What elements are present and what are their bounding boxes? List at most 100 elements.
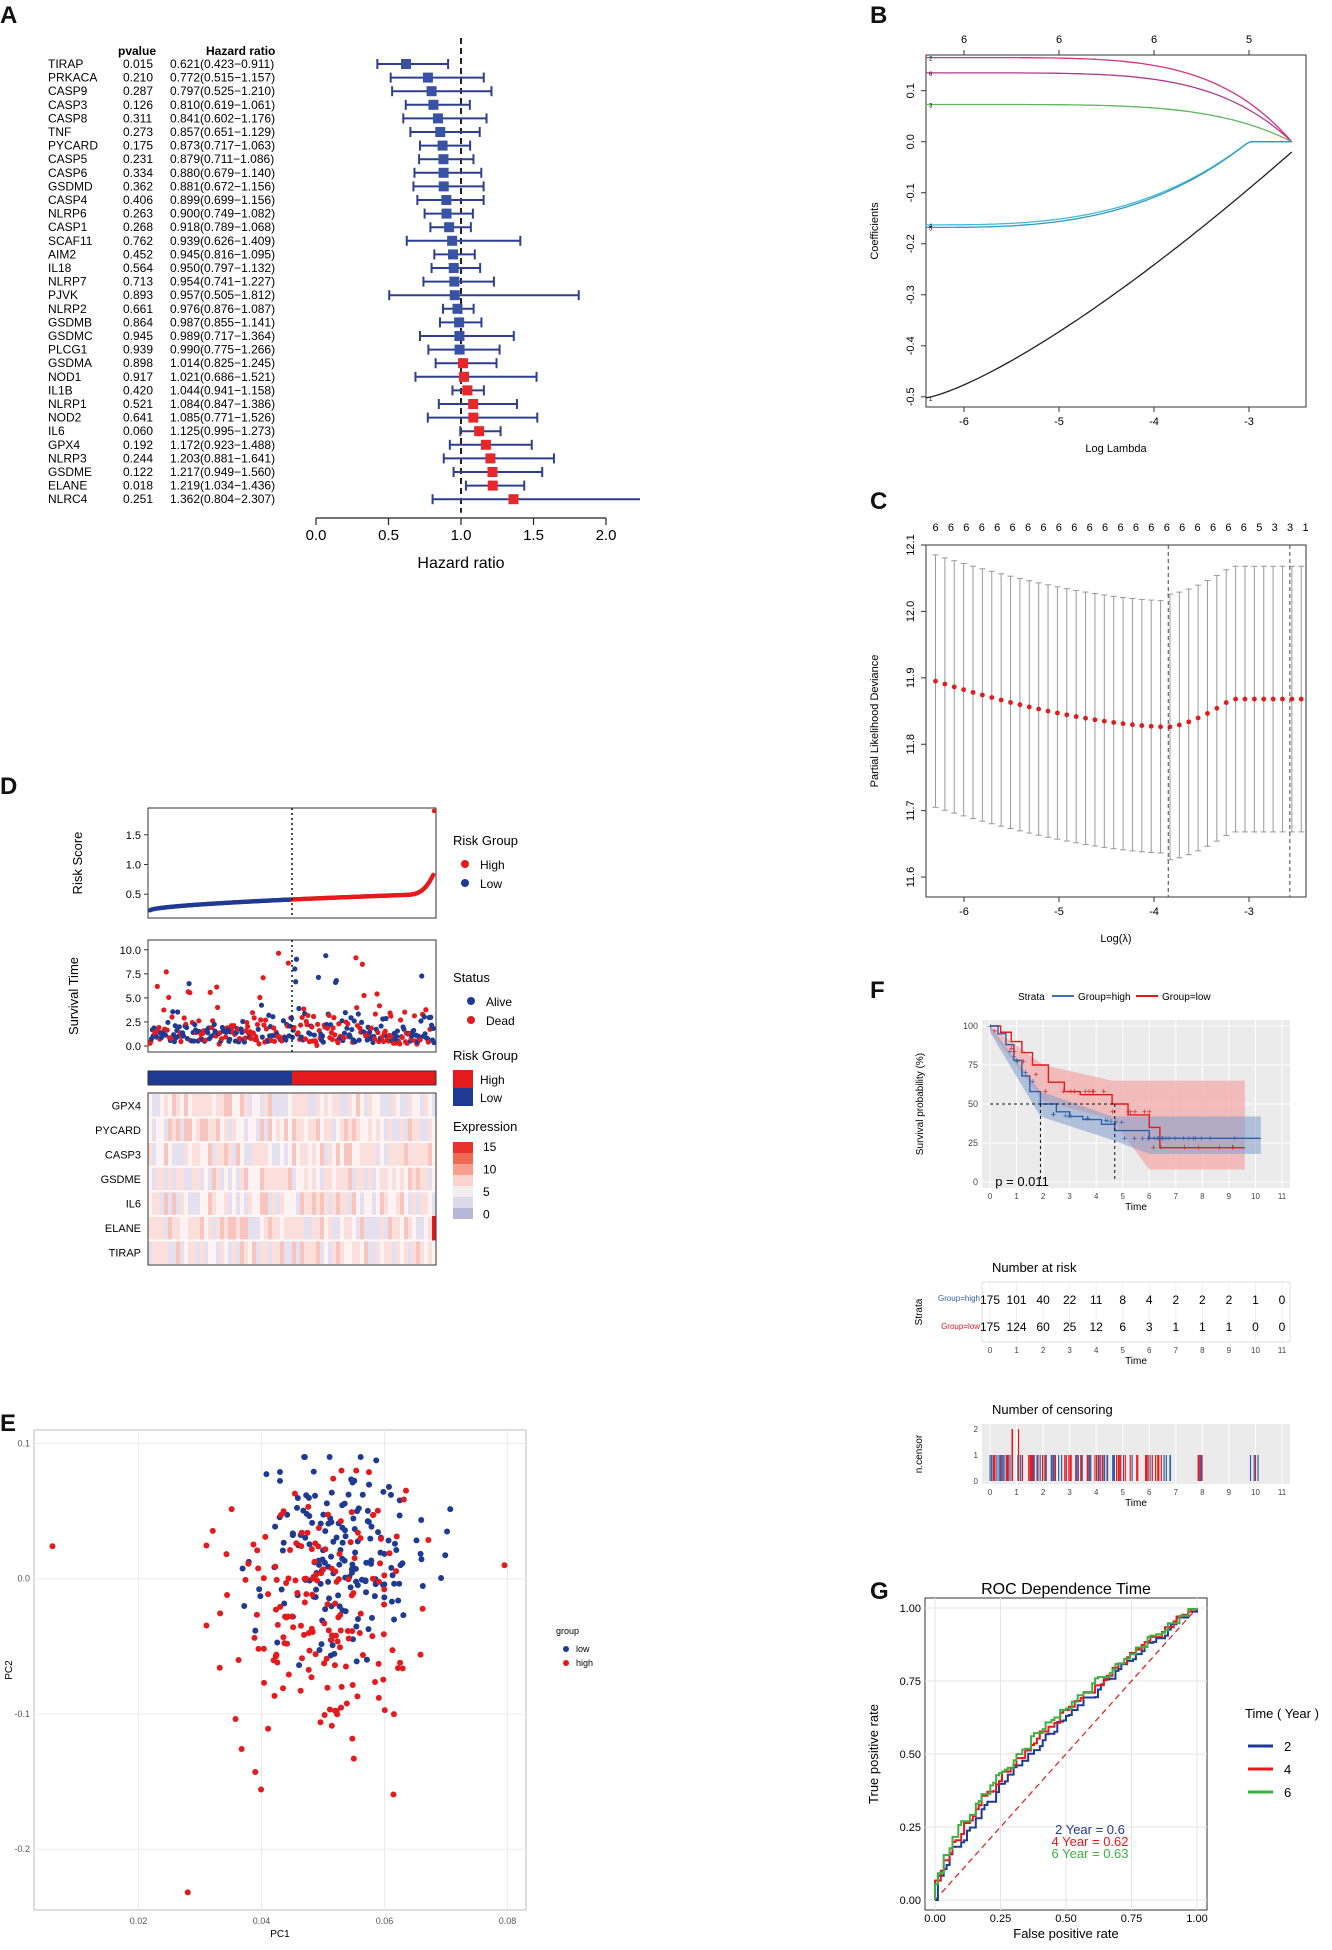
censor-mark: + xyxy=(1043,1087,1048,1097)
censor-mark: + xyxy=(1182,1143,1187,1153)
heatmap-cell xyxy=(376,1216,380,1240)
point-high xyxy=(304,1529,311,1536)
km-curve-low xyxy=(990,1025,1245,1149)
heatmap-cell xyxy=(268,1167,272,1191)
x-axis-title: Time xyxy=(1125,1356,1147,1367)
heatmap-cell xyxy=(424,1167,428,1191)
risk-count-low: 60 xyxy=(1036,1320,1050,1334)
heatmap-cell xyxy=(172,1143,176,1166)
point-high xyxy=(270,1657,277,1664)
censor-mark: + xyxy=(1155,1133,1160,1143)
heatmap-cell xyxy=(388,1192,392,1215)
roc-title: ROC Dependence Time xyxy=(981,1581,1151,1598)
heatmap-cell xyxy=(412,1118,416,1142)
y-tick-label: 1.5 xyxy=(126,830,141,842)
heatmap-cell xyxy=(420,1094,424,1117)
survival-point xyxy=(202,1037,208,1043)
survival-point xyxy=(175,1009,181,1015)
heatmap-cell xyxy=(280,1094,284,1117)
censor-mark: + xyxy=(1151,1143,1156,1153)
heatmap-cell xyxy=(376,1167,380,1191)
heatmap-cell xyxy=(272,1192,276,1215)
point-low xyxy=(438,1575,445,1582)
heatmap-cell xyxy=(212,1216,216,1240)
heatmap-cell xyxy=(148,1094,152,1117)
survival-point xyxy=(289,1034,296,1040)
point-low xyxy=(330,1538,337,1545)
heatmap-cell xyxy=(152,1216,156,1240)
heatmap-cell xyxy=(372,1094,376,1117)
point-high xyxy=(273,1576,280,1583)
heatmap-cell xyxy=(212,1094,216,1117)
point-low xyxy=(368,1523,375,1530)
x-tick-label: 7 xyxy=(1174,1192,1179,1201)
y-tick-label: 0.25 xyxy=(900,1822,921,1834)
survival-point xyxy=(275,950,282,956)
point-low xyxy=(351,1477,358,1484)
pvalue-label: 0.192 xyxy=(123,438,153,452)
heatmap-cell xyxy=(388,1216,392,1240)
heatmap-cell xyxy=(300,1192,304,1215)
top-tick-label: 6 xyxy=(1102,522,1108,534)
heatmap-cell xyxy=(376,1118,380,1142)
heatmap-cell xyxy=(300,1216,304,1240)
heatmap-cell xyxy=(264,1192,268,1215)
point-low xyxy=(241,1603,248,1610)
hr-text-label: 1.217(0.949−1.560) xyxy=(170,465,275,479)
cv-point xyxy=(1270,696,1276,702)
x-tick-label: 9 xyxy=(1227,1192,1232,1201)
heatmap-cell xyxy=(244,1094,248,1117)
heatmap-cell xyxy=(288,1167,292,1191)
heatmap-cell xyxy=(408,1192,412,1215)
heatmap-cell xyxy=(228,1241,232,1264)
heatmap-cell xyxy=(348,1241,352,1264)
survival-point xyxy=(293,979,299,985)
point-high xyxy=(349,1735,356,1742)
heatmap-cell xyxy=(392,1192,396,1215)
heatmap-cell xyxy=(164,1118,168,1142)
top-tick-label: 6 xyxy=(1010,522,1016,534)
heatmap-cell xyxy=(280,1118,284,1142)
gene-label: CASP1 xyxy=(48,220,88,234)
point-high xyxy=(400,1496,407,1503)
point-low xyxy=(349,1561,356,1568)
point-high xyxy=(343,1700,350,1707)
risk-count-high: 8 xyxy=(1119,1293,1126,1307)
top-tick-label: 6 xyxy=(963,522,969,534)
cv-point xyxy=(989,695,995,700)
heatmap-cell xyxy=(292,1216,296,1240)
heatmap-cell xyxy=(400,1192,404,1215)
point-low xyxy=(380,1488,387,1495)
heatmap-cell xyxy=(352,1167,356,1191)
survival-point xyxy=(345,1021,351,1027)
hr-text-label: 1.014(0.825−1.245) xyxy=(170,356,275,370)
kaplan-meier-plot: Strata Group=high Group=low++++++++++++ +++… xyxy=(914,992,1291,1509)
survival-point xyxy=(307,1031,313,1037)
heatmap-cell xyxy=(372,1143,376,1166)
heatmap-cell xyxy=(312,1143,316,1166)
x-tick-label: 1 xyxy=(1014,1346,1019,1355)
heatmap-cell xyxy=(240,1143,244,1166)
heatmap-cell xyxy=(380,1192,384,1215)
x-tick-label: 0.25 xyxy=(990,1913,1011,1925)
censor-mark: + xyxy=(1122,1133,1127,1143)
y-tick-label: 10.0 xyxy=(120,945,141,957)
group-bar-high xyxy=(292,1071,436,1085)
heatmap-cell xyxy=(420,1192,424,1215)
heatmap-cell xyxy=(428,1094,432,1117)
heatmap-cell xyxy=(400,1094,404,1117)
heatmap-cell xyxy=(288,1241,292,1264)
heatmap-cell xyxy=(368,1118,372,1142)
point-high xyxy=(342,1663,349,1670)
heatmap-cell xyxy=(420,1167,424,1191)
heatmap-cell xyxy=(372,1192,376,1215)
heatmap-cell xyxy=(176,1167,180,1191)
point-high xyxy=(297,1687,304,1694)
x-axis-title: Hazard ratio xyxy=(417,555,504,572)
point-low xyxy=(381,1550,388,1557)
point-high xyxy=(403,1487,410,1494)
hr-text-label: 0.954(0.741−1.227) xyxy=(170,275,275,289)
heatmap-cell xyxy=(328,1143,332,1166)
heatmap-cell xyxy=(408,1118,412,1142)
point-low xyxy=(352,1549,359,1556)
